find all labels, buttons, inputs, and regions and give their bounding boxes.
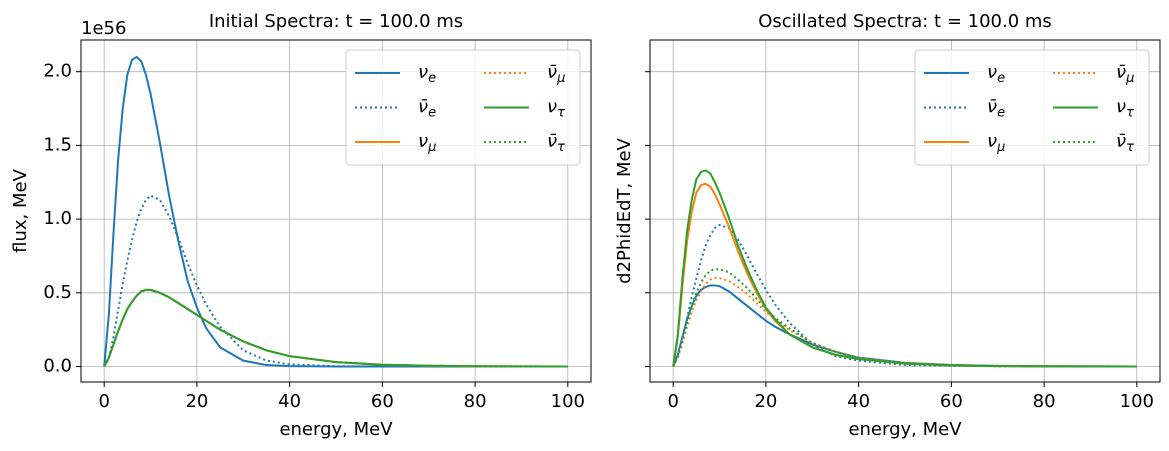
- chart-title: Initial Spectra: t = 100.0 ms: [209, 11, 463, 32]
- legend-label: νe: [418, 62, 436, 86]
- x-tick-label: 40: [847, 391, 870, 412]
- x-tick-label: 80: [464, 391, 487, 412]
- x-tick-label: 40: [278, 391, 301, 412]
- y-tick-label: 0.5: [43, 282, 72, 303]
- x-tick-label: 20: [754, 391, 777, 412]
- chart-title: Oscillated Spectra: t = 100.0 ms: [758, 11, 1052, 32]
- legend-box: [345, 49, 581, 166]
- legend-label: ν̄μ: [547, 62, 565, 86]
- series-line: [103, 194, 568, 368]
- legend-label: ν̄e: [987, 97, 1005, 121]
- y-tick-label: 1.0: [43, 208, 72, 229]
- x-tick-label: 0: [667, 391, 678, 412]
- x-tick-label: 20: [185, 391, 208, 412]
- y-axis-label: d2PhidEdT, MeV: [614, 137, 635, 283]
- x-tick-label: 80: [1033, 391, 1056, 412]
- y-tick-label: 0.0: [43, 356, 72, 377]
- axes-frame: [80, 39, 592, 383]
- legend-label: ντ: [547, 97, 565, 121]
- series-line: [672, 284, 1137, 368]
- series-line: [103, 288, 568, 368]
- series-line: [672, 223, 1137, 368]
- series-line: [103, 288, 568, 368]
- series-line: [672, 182, 1137, 368]
- x-tick-label: 60: [371, 391, 394, 412]
- legend-label: νe: [987, 62, 1005, 86]
- x-tick-label: 60: [940, 391, 963, 412]
- legend-label: νμ: [418, 131, 436, 155]
- series-line: [672, 169, 1137, 368]
- y-axis-label: flux, MeV: [10, 168, 31, 252]
- legend-label: ν̄τ: [1116, 131, 1134, 155]
- y-tick-label: 2.0: [43, 61, 72, 82]
- legend-box: [914, 49, 1150, 166]
- legend-label: νμ: [987, 131, 1005, 155]
- series-line: [672, 277, 1137, 368]
- legend-label: ν̄μ: [1116, 62, 1134, 86]
- axes-frame: [649, 39, 1161, 383]
- x-axis-label: energy, MeV: [279, 419, 393, 440]
- legend-label: ν̄τ: [547, 131, 565, 155]
- x-tick-label: 100: [1120, 391, 1154, 412]
- x-tick-label: 100: [551, 391, 585, 412]
- x-tick-label: 0: [98, 391, 109, 412]
- x-axis-label: energy, MeV: [848, 419, 962, 440]
- legend-label: ν̄e: [418, 97, 436, 121]
- y-offset-label: 1e56: [81, 18, 126, 39]
- series-line: [672, 268, 1137, 368]
- legend-label: ντ: [1116, 97, 1134, 121]
- y-tick-label: 1.5: [43, 134, 72, 155]
